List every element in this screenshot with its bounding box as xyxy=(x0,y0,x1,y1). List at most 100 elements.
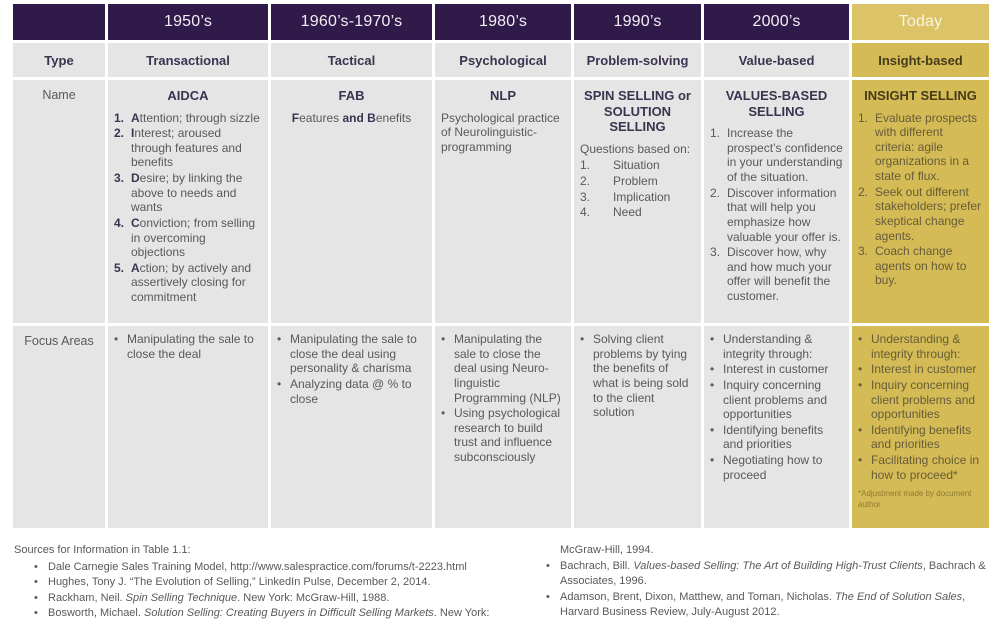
text-segment: A xyxy=(131,110,140,125)
table-corner-cell xyxy=(13,4,105,40)
list-item-text: Manipulating the sale to close the deal … xyxy=(290,332,417,376)
name-list-item: 3. Desire; by linking the above to needs … xyxy=(114,171,262,215)
focus-cell-2: • Manipulating the sale to close the deal… xyxy=(271,326,432,528)
sources-right-items: • Bachrach, Bill. Values-based Selling: T… xyxy=(526,559,990,621)
type-cell-1: Transactional xyxy=(108,43,268,77)
list-item-text: Facilitating choice in how to proceed* xyxy=(871,453,980,482)
sources-left-column: Sources for Information in Table 1.1: • D… xyxy=(14,543,516,622)
bullet-icon: • xyxy=(858,377,863,392)
list-item-text: Identifying benefits and priorities xyxy=(871,422,972,452)
name-cell-2: FAB Features and Benefits xyxy=(271,80,432,323)
text-segment: and xyxy=(342,110,364,125)
list-item-text: Interest in customer xyxy=(871,362,977,377)
list-item-text: Identifying benefits and priorities xyxy=(723,422,824,452)
list-item-text: Attention; through sizzle xyxy=(131,111,262,126)
text-segment: I xyxy=(131,126,135,141)
name-list-item: 3. Implication xyxy=(580,190,695,205)
focus-cell-4: • Solving client problems by tying the be… xyxy=(574,326,701,528)
type-cell-4: Problem-solving xyxy=(574,43,701,77)
text-segment: . New York: McGraw-Hill, 1988. xyxy=(237,591,390,604)
list-item-text: Seek out different stakeholders; prefer … xyxy=(875,184,982,243)
name-cell-3: NLP Psychological practice of Neurolingui… xyxy=(435,80,571,323)
bullet-icon: • xyxy=(710,362,715,377)
focus-list-item: • Identifying benefits and priorities xyxy=(858,423,983,452)
list-item-text: Problem xyxy=(613,174,658,189)
list-item-text: Negotiating how to proceed xyxy=(723,453,823,482)
text-segment: onviction; from selling in overcoming ob… xyxy=(131,215,256,260)
focus-cell-6: • Understanding & integrity through: • Inte… xyxy=(852,326,989,528)
name-title: AIDCA xyxy=(167,88,209,103)
list-number: 4. xyxy=(580,205,591,220)
text-segment: Hughes, Tony J. “The Evolution of Sellin… xyxy=(48,576,431,589)
bullet-icon: • xyxy=(858,332,863,346)
text-segment: , Harvard Business Review, July-August 2… xyxy=(560,590,966,619)
focus-cell-3: • Manipulating the sale to close the deal… xyxy=(435,326,571,528)
list-number: 2. xyxy=(580,174,591,189)
focus-list-item: • Manipulating the sale to close the deal xyxy=(114,332,262,361)
text-segment: Bachrach, Bill. xyxy=(560,559,634,572)
list-item-text: Solving client problems by tying the ben… xyxy=(593,332,689,420)
focus-cell-5: • Understanding & integrity through: • Inte… xyxy=(704,326,849,528)
list-item-text: Manipulating the sale to close the deal … xyxy=(454,332,561,405)
list-item-text: Manipulating the sale to close the deal xyxy=(127,332,254,361)
focus-list-item: • Inquiry concerning client problems and … xyxy=(710,378,843,422)
text-segment: The End of Solution Sales xyxy=(834,590,963,603)
name-list-item: 1. Situation xyxy=(580,158,695,173)
source-item-text: Dale Carnegie Sales Training Model, http… xyxy=(48,560,516,576)
text-segment: , Bachrach & Associates, 1996. xyxy=(560,559,986,588)
text-segment: Values-based Selling: The Art of Buildin… xyxy=(633,559,923,572)
focus-list-item: • Analyzing data @ % to close xyxy=(277,377,426,406)
focus-list-item: • Interest in customer xyxy=(858,362,983,377)
name-cell-5: VALUES-BASED SELLING 1. Increase the prosp… xyxy=(704,80,849,323)
focus-list-item: • Interest in customer xyxy=(710,362,843,377)
name-list-intro: Questions based on: xyxy=(580,141,691,156)
source-item: • Rackham, Neil. Spin Selling Technique. … xyxy=(14,591,516,607)
list-number: 3. xyxy=(114,171,125,186)
era-header-4: 1990’s xyxy=(574,4,701,40)
name-title: INSIGHT SELLING xyxy=(864,88,977,103)
list-item-text: Interest; aroused through features and b… xyxy=(131,126,262,170)
list-item-text: Need xyxy=(613,205,642,220)
name-list-item: 3. Coach change agents on how to buy. xyxy=(858,244,983,288)
name-cell-1: AIDCA 1. Attention; through sizzle 2. Intere… xyxy=(108,80,268,323)
focus-list-item: • Manipulating the sale to close the deal… xyxy=(277,332,426,376)
text-segment: C xyxy=(131,215,140,230)
bullet-icon: • xyxy=(710,422,715,437)
bullet-icon: • xyxy=(277,332,282,346)
list-number: 3. xyxy=(580,189,591,204)
source-item: • Hughes, Tony J. “The Evolution of Selli… xyxy=(14,575,516,591)
list-number: 3. xyxy=(858,244,869,259)
bullet-icon: • xyxy=(858,362,863,377)
name-title: FAB xyxy=(338,88,365,103)
source-item-text: Rackham, Neil. Spin Selling Technique. N… xyxy=(48,591,516,607)
text-segment: Bosworth, Michael. xyxy=(48,607,144,620)
text-segment: D xyxy=(131,171,140,186)
list-item-text: Inquiry concerning client problems and o… xyxy=(871,377,976,422)
name-paragraph: Psychological practice of Neurolinguisti… xyxy=(441,110,560,154)
name-list-item: 1. Evaluate prospects with different crit… xyxy=(858,111,983,184)
focus-list-item: • Identifying benefits and priorities xyxy=(710,423,843,452)
name-list-item: 5. Action; by actively and assertively cl… xyxy=(114,261,262,305)
bullet-icon: • xyxy=(277,376,282,391)
list-item-text: Discover information that will help you … xyxy=(727,185,841,244)
source-item-text: Bosworth, Michael. Solution Selling: Cre… xyxy=(48,606,516,622)
text-segment: Dale Carnegie Sales Training Model, http… xyxy=(48,560,467,573)
list-number: 2. xyxy=(710,185,721,200)
bullet-icon: • xyxy=(546,590,550,603)
bullet-icon: • xyxy=(710,332,715,346)
text-segment: Solution Selling: Creating Buyers in Dif… xyxy=(143,607,434,620)
list-item-text: Understanding & integrity through: xyxy=(723,332,813,361)
name-list-item: 2. Discover information that will help yo… xyxy=(710,186,843,245)
footnote-text: *Adjustment made by document author xyxy=(858,489,972,509)
focus-list-item: • Negotiating how to proceed xyxy=(710,453,843,482)
bullet-icon: • xyxy=(858,422,863,437)
era-header-6: Today xyxy=(852,4,989,40)
era-header-5: 2000’s xyxy=(704,4,849,40)
name-list-item: 2. Interest; aroused through features and… xyxy=(114,126,262,170)
name-list-item: 2. Problem xyxy=(580,174,695,189)
text-segment: eatures xyxy=(299,110,343,125)
list-number: 2. xyxy=(858,184,869,199)
list-item-text: Action; by actively and assertively clos… xyxy=(131,261,262,305)
name-title: VALUES-BASED SELLING xyxy=(725,88,828,119)
type-cell-3: Psychological xyxy=(435,43,571,77)
